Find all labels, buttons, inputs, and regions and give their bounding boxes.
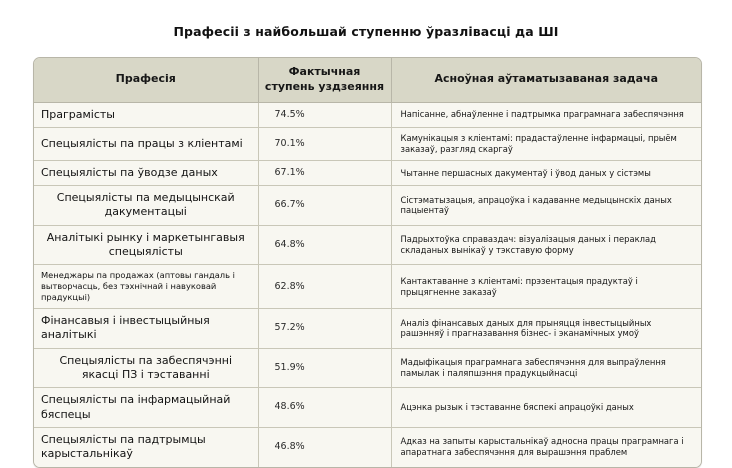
cell-profession: Спецыялісты па працы з кліентамі [34, 127, 259, 161]
table-row: Спецыялісты па ўводзе даных 67.1% Чытанне … [34, 160, 701, 187]
cell-task: Падрыхтоўка справаздач: візуалізацыя дан… [391, 225, 701, 266]
vulnerability-table-container: Прафесія Фактычная ступень уздзеяння Асн… [33, 57, 702, 468]
cell-impact-percent: 51.9% [258, 348, 392, 389]
table-row: Спецыялісты па медыцынскай дакументацыі 6… [34, 185, 701, 226]
page-title: Прафесіі з найбольшай ступенню ўразлівас… [173, 24, 559, 39]
cell-task: Адказ на запыты карыстальнікаў адносна п… [391, 427, 701, 467]
cell-impact-percent: 67.1% [258, 160, 392, 187]
cell-impact-percent: 48.6% [258, 387, 392, 428]
cell-profession: Спецыялісты па падтрымцы карыстальнікаў [34, 427, 259, 467]
column-header-impact: Фактычная ступень уздзеяння [258, 58, 392, 103]
column-header-task: Асноўная аўтаматызаваная задача [391, 58, 701, 103]
cell-profession: Аналітыкі рынку і маркетынгавыя спецыялі… [34, 225, 259, 266]
cell-impact-percent: 62.8% [258, 264, 392, 310]
cell-task: Сістэматызацыя, апрацоўка і кадаванне ме… [391, 185, 701, 226]
cell-impact-percent: 74.5% [258, 102, 392, 128]
cell-task: Напісанне, абнаўленне і падтрымка прагра… [391, 102, 701, 128]
table-row: Спецыялісты па інфармацыйнай бяспецы 48.6… [34, 387, 701, 428]
cell-impact-percent: 46.8% [258, 427, 392, 467]
cell-profession: Менеджары па продажах (аптовы гандаль і … [34, 264, 259, 310]
vulnerability-table: Прафесія Фактычная ступень уздзеяння Асн… [34, 58, 701, 467]
cell-profession: Праграмісты [34, 102, 259, 128]
table-row: Менеджары па продажах (аптовы гандаль і … [34, 264, 701, 310]
table-row: Аналітыкі рынку і маркетынгавыя спецыялі… [34, 225, 701, 266]
cell-profession: Фінансавыя і інвестыцыйныя аналітыкі [34, 308, 259, 349]
table-row: Спецыялісты па працы з кліентамі 70.1% Кам… [34, 127, 701, 161]
cell-task: Чытанне першасных дакументаў і ўвод даны… [391, 160, 701, 187]
cell-impact-percent: 66.7% [258, 185, 392, 226]
cell-task: Кантактаванне з кліентамі: прэзентацыя п… [391, 264, 701, 310]
cell-impact-percent: 70.1% [258, 127, 392, 161]
page-root: Прафесіі з найбольшай ступенню ўразлівас… [33, 24, 702, 468]
table-row: Праграмісты 74.5% Напісанне, абнаўленне і … [34, 102, 701, 128]
table-header-row: Прафесія Фактычная ступень уздзеяння Асн… [34, 58, 701, 103]
cell-task: Камунікацыя з кліентамі: прадастаўленне … [391, 127, 701, 161]
cell-profession: Спецыялісты па медыцынскай дакументацыі [34, 185, 259, 226]
cell-task: Мадыфікацыя праграмнага забеспячэння для… [391, 348, 701, 389]
table-row: Спецыялісты па падтрымцы карыстальнікаў 4… [34, 427, 701, 467]
table-row: Спецыялісты па забеспячэнні якасці ПЗ і … [34, 348, 701, 389]
cell-task: Аналіз фінансавых даных для прыняцця інв… [391, 308, 701, 349]
cell-profession: Спецыялісты па інфармацыйнай бяспецы [34, 387, 259, 428]
cell-profession: Спецыялісты па ўводзе даных [34, 160, 259, 187]
table-header: Прафесія Фактычная ступень уздзеяння Асн… [34, 58, 701, 103]
cell-impact-percent: 64.8% [258, 225, 392, 266]
cell-task: Ацэнка рызык і тэставанне бяспекі апрацо… [391, 387, 701, 428]
cell-impact-percent: 57.2% [258, 308, 392, 349]
cell-profession: Спецыялісты па забеспячэнні якасці ПЗ і … [34, 348, 259, 389]
table-row: Фінансавыя і інвестыцыйныя аналітыкі 57.2… [34, 308, 701, 349]
column-header-profession: Прафесія [34, 58, 259, 103]
